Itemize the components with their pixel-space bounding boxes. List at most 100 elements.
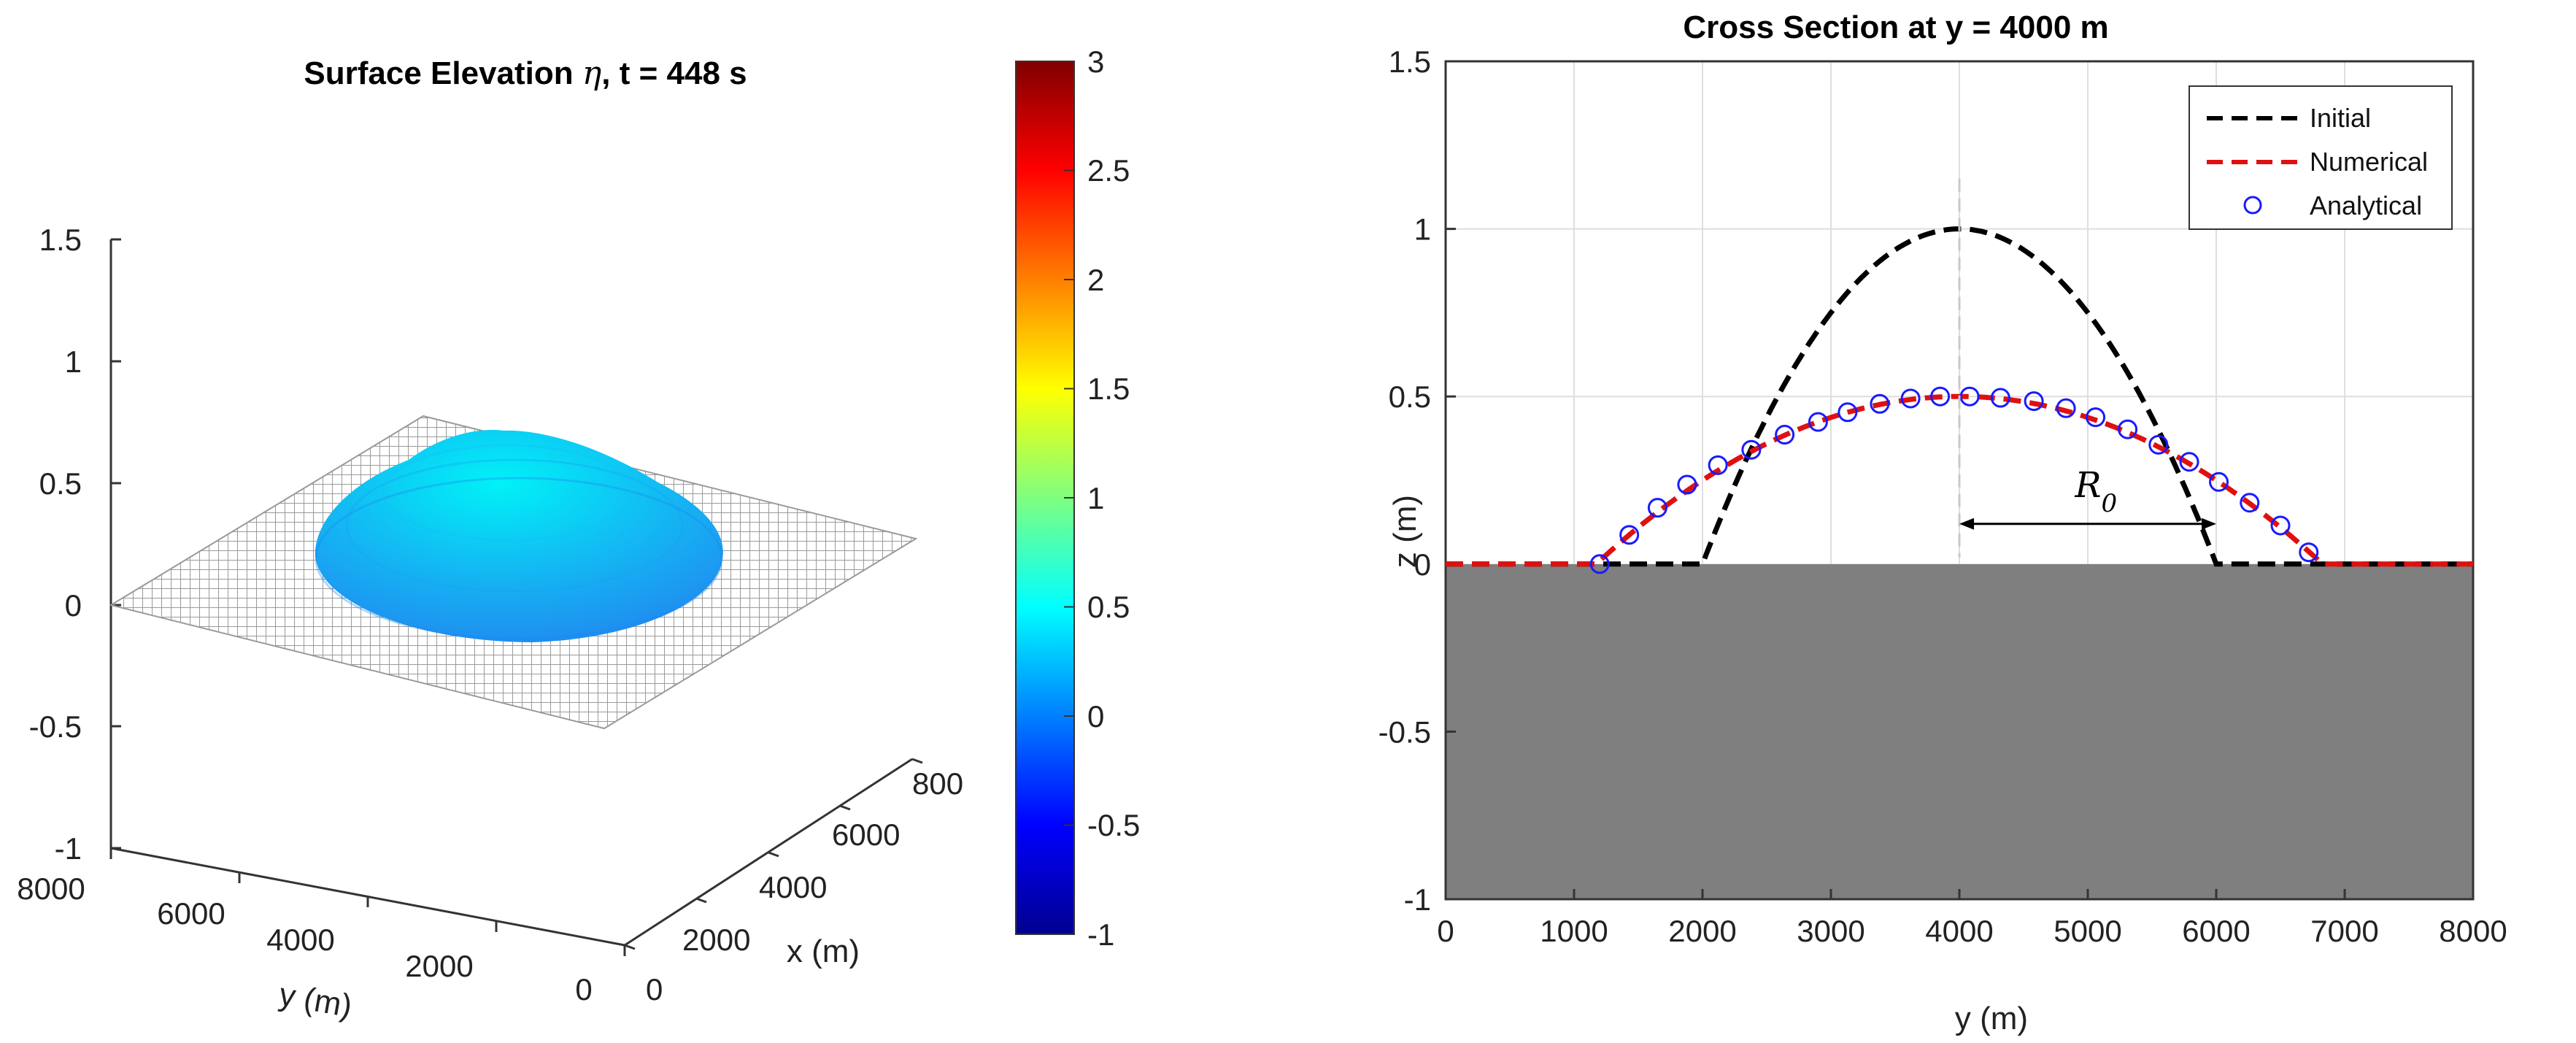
analytical-point	[1775, 425, 1795, 445]
y-tick-label: 0	[1414, 547, 1431, 582]
cross-section-panel: Cross Section at y = 4000 m 0 1000 2000 300…	[1378, 9, 2507, 1036]
y-tick-label: 2000	[405, 949, 473, 983]
x-axis-ticks: 0 2000 4000 6000 800	[624, 758, 963, 1007]
dome-contour	[382, 444, 633, 542]
axis-ticks: 0 1000 2000 3000 4000 5000 6000 7000 8000 1.5 1 0.5…	[1378, 45, 2507, 948]
analytical-point	[1589, 554, 1610, 574]
x-tick-label: 8000	[2439, 914, 2507, 948]
x-tick-label: 5000	[2054, 914, 2121, 948]
z-tick-label: -1	[55, 831, 82, 866]
x-tick-mark	[695, 897, 707, 904]
analytical-point	[2209, 472, 2229, 492]
z-axis-ticks: 1.5 1 0.5 0 -0.5 -1	[29, 223, 121, 866]
colorbar-ticks: 3 2.5 2 1.5 1 0.5 0 -0.5 -1	[1064, 45, 1140, 952]
analytical-point	[2179, 452, 2199, 472]
y-tick-label: 6000	[157, 896, 225, 931]
analytical-point	[1647, 498, 1667, 518]
surface-title-prefix: Surface Elevation	[304, 55, 582, 91]
surface-title-suffix: , t = 448 s	[601, 55, 747, 91]
cross-y-axis-label: z (m)	[1387, 495, 1423, 568]
legend-numerical-label: Numerical	[2310, 147, 2428, 177]
analytical-point	[1808, 412, 1828, 432]
z-tick-label: 1	[65, 345, 82, 379]
x-axis-line	[624, 758, 913, 947]
dome-contour	[315, 477, 723, 640]
legend-analytical-label: Analytical	[2310, 190, 2422, 220]
y-tick-label: 0	[575, 972, 592, 1007]
colorbar-tick-label: 0	[1087, 699, 1104, 734]
analytical-point	[1930, 386, 1951, 407]
y-tick-label: -1	[1404, 882, 1431, 917]
cross-section-title: Cross Section at y = 4000 m	[1683, 9, 2108, 45]
colorbar-tick-label: -0.5	[1087, 808, 1140, 842]
analytical-point	[2270, 515, 2291, 536]
analytical-point	[2148, 434, 2169, 455]
analytical-point	[1619, 525, 1640, 545]
x-tick-mark	[768, 851, 779, 858]
analytical-point	[1708, 455, 1728, 475]
colorbar-tick-label: 3	[1087, 45, 1104, 79]
analytical-point	[2240, 493, 2260, 513]
colorbar-tick-label: 1.5	[1087, 372, 1130, 406]
analytical-point	[2299, 542, 2319, 563]
dome-shape	[315, 430, 723, 642]
x-tick-label: 6000	[2182, 914, 2250, 948]
y-axis-ticks: 8000 6000 4000 2000 0	[17, 848, 626, 1007]
y-tick-label: 1.5	[1389, 45, 1431, 79]
analytical-point	[1990, 388, 2010, 408]
x-tick-label: 2000	[682, 923, 750, 957]
x-tick-label: 0	[646, 972, 663, 1007]
analytical-point	[1837, 402, 1858, 423]
surface-title: Surface Elevation η, t = 448 s	[304, 55, 747, 92]
legend: Initial Numerical Analytical	[2189, 85, 2453, 230]
surface-panel: Surface Elevation η, t = 448 s 1.5 1 0.5…	[17, 45, 1140, 1025]
colorbar: 3 2.5 2 1.5 1 0.5 0 -0.5 -1	[1015, 45, 1140, 952]
x-tick-label: 4000	[1925, 914, 1993, 948]
legend-analytical-swatch	[2243, 196, 2262, 215]
cross-x-axis-label: y (m)	[1955, 1001, 2028, 1036]
analytical-point	[2118, 419, 2138, 439]
x-tick-mark	[911, 758, 923, 764]
x-tick-label: 6000	[832, 817, 900, 852]
y-tick-label: 0.5	[1389, 380, 1431, 414]
x-tick-label: 0	[1437, 914, 1454, 948]
bathymetry-fill	[1446, 563, 2473, 899]
x-tick-label: 4000	[759, 870, 827, 904]
analytical-point	[1959, 386, 1980, 407]
x-tick-label: 3000	[1797, 914, 1864, 948]
dome-contour	[345, 458, 684, 593]
radius-arrow-head-right	[2202, 517, 2216, 530]
y-tick-label: 4000	[266, 923, 334, 957]
z-tick-label: 0	[65, 588, 82, 623]
z-tick-label: -0.5	[29, 709, 82, 744]
colorbar-tick-label: 1	[1087, 481, 1104, 515]
radius-annotation: R0	[1959, 465, 2216, 530]
colorbar-tick-label: -1	[1087, 917, 1114, 952]
legend-box	[2189, 85, 2453, 230]
x-tick-label: 7000	[2310, 914, 2378, 948]
analytical-point	[2056, 398, 2076, 418]
x-tick-label: 2000	[1668, 914, 1736, 948]
analytical-point	[1900, 388, 1921, 409]
z-tick-label: 1.5	[39, 223, 82, 257]
surface-dome	[315, 430, 723, 642]
radius-label-subscript: 0	[2102, 489, 2118, 518]
surface-title-symbol: η	[582, 55, 601, 92]
y-axis-label: y (m)	[277, 977, 355, 1025]
radius-label: R0	[2074, 465, 2117, 518]
analytical-point	[2024, 391, 2044, 412]
analytical-point	[1870, 393, 1890, 414]
analytical-point	[1677, 474, 1697, 495]
radius-arrow-head-left	[1959, 517, 1974, 530]
y-tick-label: 8000	[17, 871, 85, 906]
analytical-point	[2086, 407, 2106, 428]
colorbar-tick-label: 0.5	[1087, 590, 1130, 624]
x-tick-label: 800	[912, 766, 963, 801]
x-axis-label: x (m)	[787, 934, 860, 969]
radius-label-main: R	[2074, 465, 2101, 506]
analytical-point	[1741, 439, 1762, 460]
x-tick-mark	[839, 804, 851, 811]
x-tick-mark	[624, 944, 636, 950]
y-tick-label: -0.5	[1378, 715, 1431, 749]
